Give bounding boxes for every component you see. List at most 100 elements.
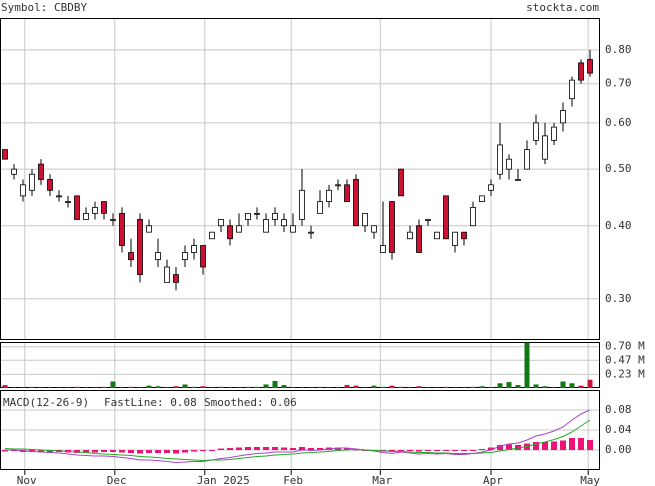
- y-tick-label: 0.40: [605, 219, 632, 232]
- volume-bar: [569, 383, 575, 388]
- macd-histogram-bar: [110, 450, 116, 452]
- macd-histogram-bar: [461, 450, 467, 451]
- x-tick-label: Nov: [17, 474, 37, 486]
- x-tick-label: Dec: [107, 474, 127, 486]
- candle-body: [542, 135, 548, 160]
- candle-body: [533, 122, 539, 141]
- volume-bar: [182, 384, 188, 388]
- volume-bar: [506, 382, 512, 388]
- candle-body: [299, 189, 305, 220]
- macd-histogram-bar: [551, 441, 557, 450]
- volume-bar: [272, 380, 278, 388]
- candle-body: [245, 212, 251, 220]
- volume-bar: [416, 386, 422, 388]
- volume-bar: [452, 387, 458, 388]
- volume-bar: [74, 386, 80, 388]
- volume-bar: [11, 387, 17, 388]
- volume-bar: [542, 386, 548, 388]
- candle-body: [371, 225, 377, 233]
- candle-body: [407, 231, 413, 240]
- macd-line: [5, 409, 591, 464]
- y-tick-label: 0.23 M: [605, 367, 645, 380]
- candle-body: [92, 207, 98, 214]
- candle-body: [11, 168, 17, 175]
- volume-bar: [200, 386, 206, 388]
- candle-body: [65, 201, 71, 203]
- candle-body: [308, 231, 314, 234]
- volume-bar: [56, 387, 62, 388]
- macd-histogram-bar: [128, 450, 134, 453]
- macd-histogram-bar: [281, 447, 287, 450]
- x-tick-label: Apr: [483, 474, 503, 486]
- macd-histogram-bar: [407, 450, 413, 451]
- candle-body: [263, 219, 269, 233]
- volume-bar: [65, 387, 71, 388]
- smoothed-label: Smoothed: 0.06: [204, 396, 297, 409]
- volume-bar: [245, 386, 251, 388]
- macd-histogram-bar: [443, 450, 449, 451]
- volume-bar: [371, 385, 377, 388]
- candle-body: [20, 184, 26, 197]
- candle-body: [254, 212, 260, 215]
- macd-histogram-bar: [146, 450, 152, 453]
- volume-bar: [443, 386, 449, 388]
- x-tick-label: Jan 2025: [197, 474, 250, 486]
- candle-body: [119, 212, 125, 246]
- volume-bar: [551, 387, 557, 388]
- macd-histogram-bar: [497, 445, 503, 450]
- macd-histogram-bar: [569, 438, 575, 450]
- candle-body: [587, 59, 593, 74]
- volume-bar: [155, 386, 161, 388]
- candle-body: [164, 266, 170, 283]
- panel-frame: [0, 18, 600, 340]
- macd-histogram-bar: [299, 447, 305, 450]
- candle-body: [56, 195, 62, 198]
- macd-histogram-bar: [164, 450, 170, 453]
- volume-bar: [398, 386, 404, 388]
- y-tick-label: 0.08: [605, 403, 632, 416]
- macd-histogram-bar: [272, 447, 278, 450]
- candle-body: [38, 163, 44, 180]
- volume-bar: [218, 386, 224, 388]
- volume-bar: [128, 386, 134, 388]
- macd-histogram-bar: [308, 448, 314, 450]
- volume-bar: [191, 386, 197, 388]
- volume-bar: [29, 386, 35, 388]
- y-tick-label: 0.60: [605, 116, 632, 129]
- x-tick-label: Feb: [283, 474, 303, 486]
- macd-histogram-bar: [101, 450, 107, 452]
- y-tick-label: 0.04: [605, 423, 632, 436]
- volume-bar: [299, 387, 305, 388]
- volume-bar: [281, 385, 287, 388]
- macd-histogram-bar: [506, 444, 512, 450]
- volume-bar: [146, 385, 152, 388]
- macd-histogram-bar: [488, 447, 494, 450]
- volume-bar: [173, 386, 179, 388]
- volume-bar: [560, 381, 566, 388]
- x-tick-label: May: [580, 474, 600, 486]
- candle-body: [272, 212, 278, 220]
- volume-bar: [308, 387, 314, 388]
- macd-histogram-bar: [119, 450, 125, 453]
- volume-bar: [2, 385, 8, 388]
- candle-body: [398, 168, 404, 197]
- candle-body: [128, 252, 134, 261]
- y-tick-label: 0.70 M: [605, 340, 645, 353]
- candle-body: [101, 201, 107, 214]
- candle-body: [209, 231, 215, 240]
- candle-body: [425, 219, 431, 221]
- volume-bar: [263, 384, 269, 388]
- candle-body: [227, 225, 233, 240]
- macd-histogram-bar: [137, 450, 143, 454]
- macd-histogram-bar: [416, 450, 422, 452]
- panel-frame: [0, 390, 600, 470]
- volume-bar: [380, 386, 386, 388]
- y-tick-label: 0.47 M: [605, 353, 645, 366]
- macd-histogram-bar: [317, 448, 323, 450]
- candle-body: [335, 184, 341, 187]
- volume-bar: [434, 387, 440, 388]
- volume-bar: [254, 386, 260, 388]
- y-tick-label: 0.30: [605, 292, 632, 305]
- candle-body: [317, 201, 323, 214]
- candle-body: [146, 225, 152, 233]
